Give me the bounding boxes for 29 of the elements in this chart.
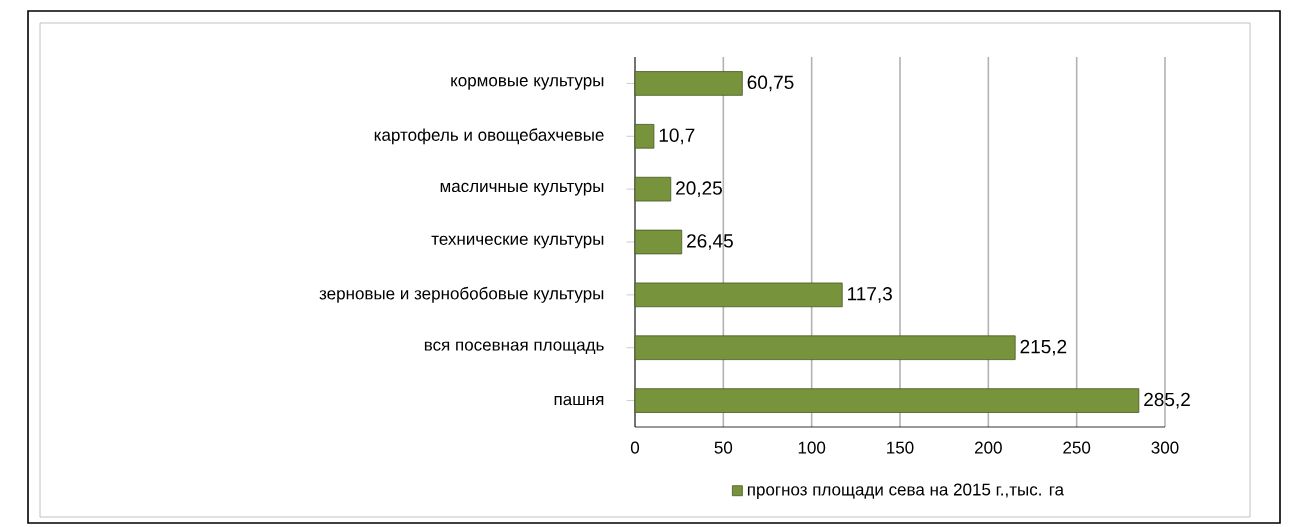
bar [634, 229, 683, 255]
y-tick-label: кормовые культуры [451, 77, 604, 90]
x-tick-label: 150 [887, 441, 914, 454]
x-tick-label: 100 [798, 441, 826, 454]
bar [634, 282, 843, 308]
y-tick-label: вся посевная площадь [424, 341, 604, 354]
bar [634, 388, 1140, 413]
data-label: 20,25 [676, 181, 722, 198]
y-tick-label: картофель и овощебахчевые [374, 128, 604, 145]
data-label: 117,3 [848, 287, 892, 303]
x-tick-label: 50 [714, 441, 733, 454]
y-tick-label: масличные культуры [440, 182, 604, 196]
data-label: 60,75 [747, 75, 794, 92]
x-tick-label: 0 [630, 441, 640, 454]
bar [634, 176, 672, 202]
x-tick-label: 250 [1063, 441, 1091, 454]
bar [634, 71, 743, 96]
data-label: 10,7 [659, 128, 695, 145]
bar [634, 124, 655, 149]
data-label: 215,2 [1020, 339, 1067, 356]
x-tick-label: 300 [1151, 441, 1179, 454]
bar [634, 335, 1016, 361]
data-label: 26,45 [687, 234, 733, 250]
y-tick-label: зерновые и зернобобовые культуры [319, 286, 604, 303]
y-tick-label: пашня [554, 395, 604, 406]
legend-label: прогноз площади сева на 2015 г.,тыс. га [747, 483, 1065, 499]
data-label: 285,2 [1144, 392, 1190, 409]
x-tick-label: 200 [975, 441, 1002, 454]
y-tick-label: технические культуры [431, 235, 604, 249]
